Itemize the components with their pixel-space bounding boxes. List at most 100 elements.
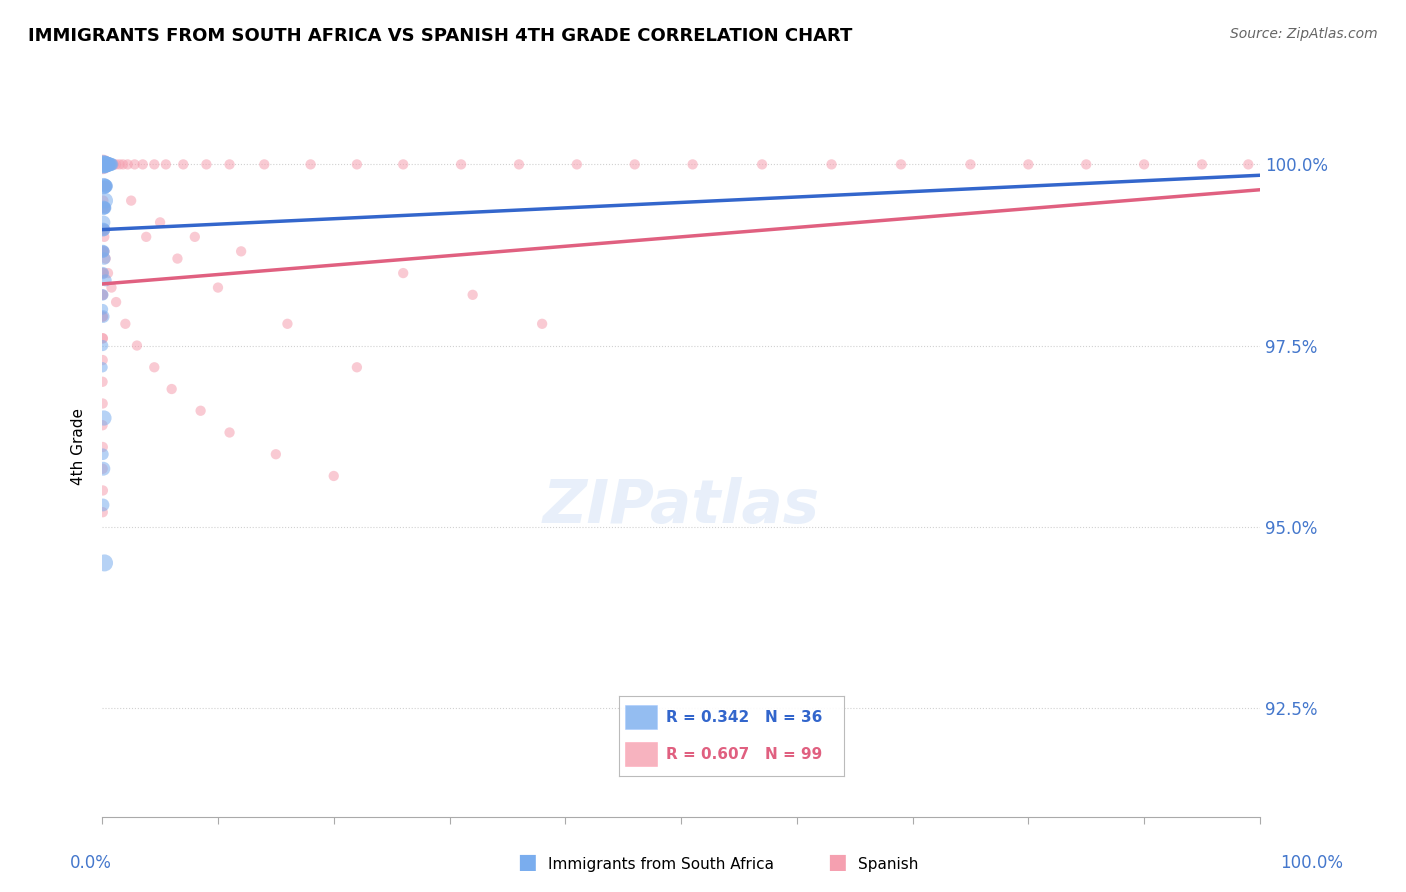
Point: [105, 157, 128, 171]
Point: [959, 157, 981, 171]
Point: [682, 157, 704, 171]
Point: [91, 505, 114, 519]
Point: [346, 360, 368, 375]
Point: [97, 157, 120, 171]
Point: [93, 230, 115, 244]
Point: [91, 396, 114, 410]
Y-axis label: 4th Grade: 4th Grade: [72, 409, 86, 485]
Point: [91, 288, 114, 302]
Point: [565, 157, 588, 171]
Point: [91, 353, 114, 368]
Point: [93, 157, 115, 171]
Point: [114, 317, 136, 331]
Point: [91, 302, 114, 317]
Point: [97, 266, 120, 280]
Text: ■: ■: [827, 853, 846, 872]
Point: [91, 157, 114, 171]
Point: [100, 280, 122, 294]
Point: [93, 222, 115, 236]
Point: [93, 252, 115, 266]
Point: [93, 179, 115, 194]
Point: [93, 556, 115, 570]
Point: [100, 157, 122, 171]
Point: [93, 157, 115, 171]
Point: [91, 440, 114, 454]
Point: [94, 201, 117, 215]
Point: [93, 179, 115, 194]
Point: [93, 215, 115, 229]
Point: [231, 244, 253, 259]
Point: [120, 194, 142, 208]
Text: N = 99: N = 99: [765, 747, 823, 762]
Point: [91, 266, 114, 280]
Point: [143, 360, 166, 375]
Point: [93, 201, 115, 215]
Point: [93, 266, 115, 280]
Point: [91, 483, 114, 498]
Bar: [626, 706, 657, 730]
Point: [93, 244, 115, 259]
Point: [91, 418, 114, 433]
Point: [190, 403, 212, 417]
Point: [91, 244, 114, 259]
Point: [890, 157, 912, 171]
Point: [322, 469, 344, 483]
Point: [101, 157, 124, 171]
Point: [96, 179, 118, 194]
Text: R = 0.607: R = 0.607: [666, 747, 749, 762]
Point: [392, 266, 415, 280]
Point: [218, 157, 240, 171]
Point: [1191, 157, 1213, 171]
Point: [91, 331, 114, 345]
Point: [94, 157, 117, 171]
Point: [531, 317, 554, 331]
Text: Immigrants from South Africa: Immigrants from South Africa: [548, 857, 775, 872]
Point: [98, 157, 121, 171]
Point: [91, 310, 114, 324]
Text: R = 0.342: R = 0.342: [666, 710, 749, 725]
Point: [820, 157, 842, 171]
Point: [91, 288, 114, 302]
Text: 100.0%: 100.0%: [1279, 855, 1343, 872]
Bar: [626, 742, 657, 766]
Point: [91, 222, 114, 236]
Point: [91, 288, 114, 302]
Point: [132, 157, 155, 171]
Point: [101, 157, 124, 171]
Point: [105, 295, 128, 310]
Point: [218, 425, 240, 440]
Point: [93, 194, 115, 208]
Point: [166, 252, 188, 266]
Point: [93, 157, 115, 171]
Point: [91, 157, 114, 171]
Point: [450, 157, 472, 171]
Point: [91, 461, 114, 475]
Point: [346, 157, 368, 171]
Point: [751, 157, 773, 171]
Point: [623, 157, 645, 171]
Point: [100, 157, 122, 171]
Point: [93, 222, 115, 236]
Point: [94, 194, 117, 208]
Text: ■: ■: [517, 853, 537, 872]
Point: [112, 157, 135, 171]
Text: N = 36: N = 36: [765, 710, 823, 725]
Point: [117, 157, 139, 171]
Point: [91, 447, 114, 461]
Point: [96, 157, 118, 171]
Point: [155, 157, 177, 171]
Point: [91, 331, 114, 345]
Point: [94, 179, 117, 194]
Point: [135, 230, 157, 244]
Point: [1017, 157, 1039, 171]
Point: [461, 288, 484, 302]
Point: [264, 447, 287, 461]
Point: [149, 215, 172, 229]
Point: [94, 222, 117, 236]
Point: [253, 157, 276, 171]
Point: [103, 157, 125, 171]
Point: [93, 201, 115, 215]
Point: [94, 157, 117, 171]
Point: [98, 157, 121, 171]
Point: [93, 461, 115, 475]
